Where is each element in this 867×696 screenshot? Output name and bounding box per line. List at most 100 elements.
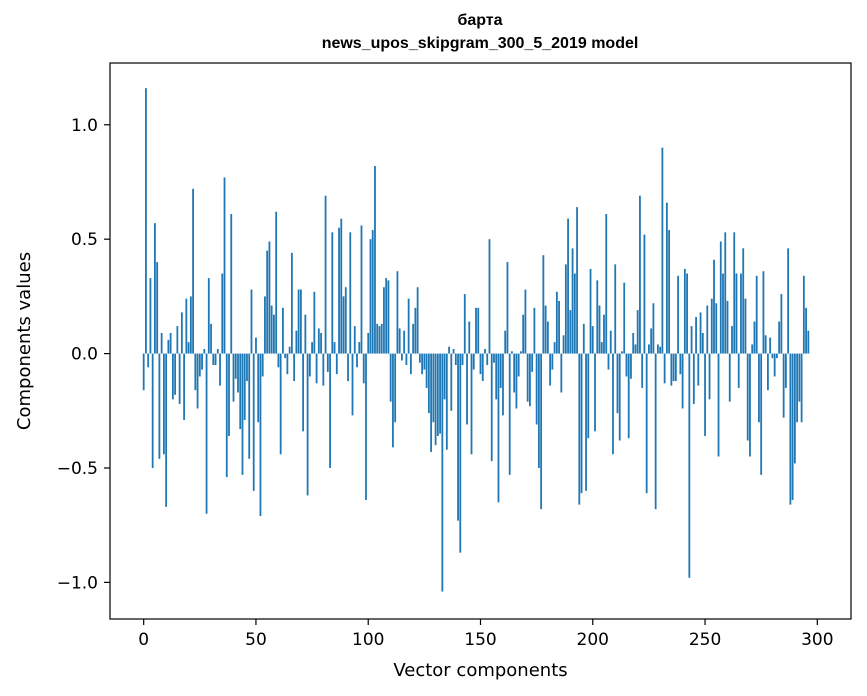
bar-38 [228,353,230,436]
bar-239 [679,353,682,375]
bar-46 [246,353,248,382]
bar-160 [502,353,504,416]
bar-15 [176,326,179,354]
bar-114 [398,328,401,354]
bar-89 [342,296,345,354]
bar-33 [216,349,219,354]
bar-65 [288,346,291,354]
bar-60 [277,353,280,368]
x-axis-ticks: 0 50 100 150 200 250 300 [138,619,834,650]
bar-232 [663,353,666,384]
bar-102 [371,230,374,354]
bar-72 [304,314,307,354]
bar-104 [376,323,379,354]
bar-224 [645,353,648,494]
bar-111 [392,353,394,448]
bar-35 [221,273,224,354]
bar-34 [219,353,221,386]
bar-84 [331,232,334,354]
bar-14 [174,353,177,395]
bar-120 [412,323,415,354]
y-tick-label: 0.5 [71,230,98,250]
bar-126 [425,353,428,388]
bar-127 [427,353,430,414]
bar-18 [183,353,185,420]
bar-165 [513,353,516,393]
bar-132 [439,353,441,434]
bar-3 [149,278,152,354]
bar-246 [695,316,697,354]
bar-241 [683,268,686,354]
bar-213 [621,351,623,354]
bar-80 [322,353,325,386]
bar-10 [165,353,168,507]
bar-152 [484,349,486,354]
bar-32 [214,353,217,366]
bar-81 [324,195,327,354]
x-tick-label: 150 [464,630,496,650]
bar-248 [699,312,702,354]
y-tick-label: −1.0 [57,573,98,593]
bar-86 [335,353,338,375]
bar-255 [715,303,718,354]
bar-139 [454,353,457,366]
bar-108 [385,278,388,354]
bar-270 [749,353,751,457]
bar-236 [672,353,675,382]
bar-197 [585,353,587,491]
bar-125 [423,353,426,370]
bar-115 [401,353,403,361]
bar-26 [201,353,203,370]
bar-243 [688,353,691,578]
bar-208 [609,330,612,354]
bar-154 [488,239,491,354]
bar-217 [630,353,632,379]
bar-265 [737,353,740,388]
bar-116 [403,330,406,354]
bar-94 [353,326,356,354]
bar-268 [744,298,747,354]
bar-293 [800,353,803,423]
bar-203 [598,305,601,354]
bar-288 [789,353,792,505]
x-axis-label: Vector components [393,660,567,681]
bar-231 [661,147,664,354]
bar-96 [358,342,361,354]
bar-62 [282,307,284,354]
bar-222 [641,353,644,388]
bar-242 [686,273,688,354]
bar-212 [618,353,621,441]
bar-168 [520,351,522,354]
bar-71 [302,353,305,432]
bar-210 [614,264,617,354]
bar-196 [582,323,585,354]
bar-series [142,88,810,592]
bar-169 [522,314,525,354]
y-axis-ticks: −1.0 −0.5 0.0 0.5 1.0 [57,116,110,593]
bar-0 [142,353,145,391]
bar-39 [230,214,233,354]
bar-97 [360,225,363,354]
bar-206 [605,214,608,354]
bar-149 [477,307,480,354]
bar-172 [529,353,531,407]
bar-291 [796,353,799,423]
bar-156 [493,353,495,363]
bar-68 [295,330,298,354]
bar-176 [537,353,540,468]
bar-261 [728,353,731,402]
bar-162 [506,262,509,354]
bar-247 [697,353,700,386]
bar-78 [317,328,320,354]
bar-44 [241,353,244,475]
bar-42 [237,353,239,393]
bar-240 [681,353,684,409]
bar-244 [690,326,693,354]
bar-20 [187,342,190,354]
bar-55 [266,250,269,354]
bar-66 [290,252,293,354]
bar-30 [210,323,212,354]
bar-205 [603,314,605,354]
bar-281 [773,353,776,377]
bar-287 [787,248,790,354]
